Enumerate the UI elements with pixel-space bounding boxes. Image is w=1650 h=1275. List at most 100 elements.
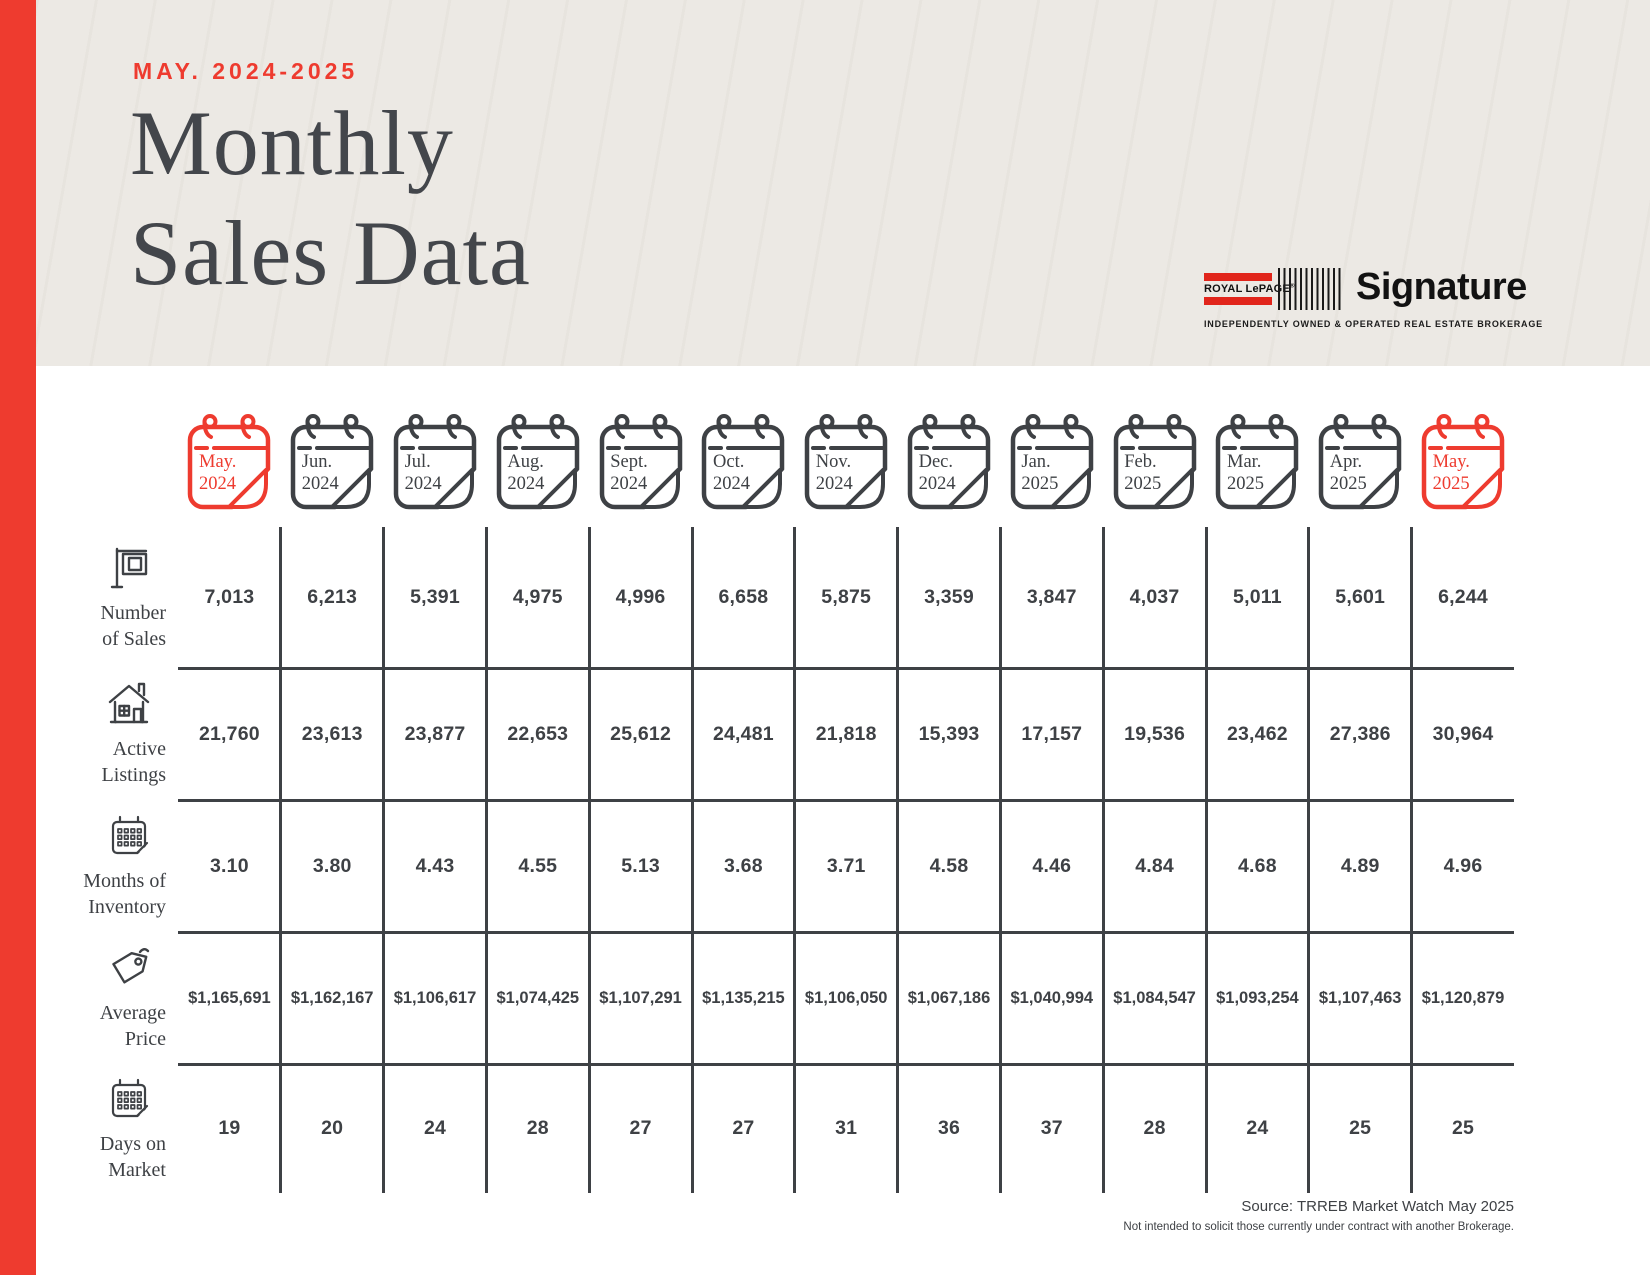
month-header-nov-2024: Nov. 2024 (795, 412, 898, 512)
value-average-price-col7: $1,067,186 (907, 988, 991, 1007)
calendar-icon (1216, 414, 1300, 511)
value-months-of-inventory-col7: 4.58 (929, 854, 969, 877)
column-divider-7 (896, 527, 900, 1193)
value-days-on-market-col9: 28 (1143, 1117, 1166, 1139)
row-label-text: Number of Sales (100, 601, 166, 650)
value-number-of-sales-col2: 5,391 (410, 586, 460, 608)
row-divider-3 (178, 930, 1515, 934)
calendar-icon-wrap (106, 1075, 152, 1126)
month-header-jan-2025: Jan. 2025 (1000, 412, 1103, 512)
calendar-icon (804, 414, 889, 511)
value-number-of-sales-col11: 5,601 (1335, 586, 1386, 608)
month-label: Aug. 2024 (507, 452, 545, 495)
value-active-listings-col11: 27,386 (1329, 722, 1391, 745)
month-label: Mar. 2025 (1227, 452, 1264, 495)
row-label-text: Average Price (99, 1002, 166, 1050)
value-days-on-market-col2: 24 (423, 1117, 447, 1139)
value-active-listings-col6: 21,818 (815, 722, 877, 745)
disclaimer: Not intended to solicit those currently … (1123, 1221, 1514, 1233)
column-divider-12 (1410, 527, 1414, 1193)
value-months-of-inventory-col6: 3.71 (826, 854, 866, 877)
value-active-listings-col7: 15,393 (918, 722, 980, 745)
row-label-text: Months of Inventory (83, 870, 166, 918)
month-header-jun-2024: Jun. 2024 (281, 412, 384, 512)
sign-icon-wrap (106, 544, 152, 595)
left-accent-bar (0, 0, 36, 1275)
value-active-listings-col2: 23,877 (404, 722, 466, 745)
value-number-of-sales-col3: 4,975 (512, 586, 563, 608)
royal-lepage-lockup: ROYAL LePAGE® (1204, 273, 1294, 305)
month-label: Sept. 2024 (610, 452, 648, 495)
row-label-average-price: Average Price (34, 932, 166, 1064)
row-label-number-of-sales: Number of Sales (34, 527, 166, 668)
value-months-of-inventory-col1: 3.80 (312, 854, 352, 877)
value-months-of-inventory-col2: 4.43 (415, 854, 455, 877)
calendar-icon (290, 414, 375, 511)
house-icon (108, 682, 150, 724)
header-band: MAY. 2024-2025 Monthly Sales Data ROYAL … (36, 0, 1650, 366)
month-header-jul-2024: Jul. 2024 (384, 412, 487, 512)
value-months-of-inventory-col4: 5.13 (621, 854, 660, 877)
row-label-days-on-market: Days on Market (34, 1064, 166, 1193)
calendar-icon (599, 414, 683, 511)
value-active-listings-col12: 30,964 (1432, 722, 1494, 745)
month-header-oct-2024: Oct. 2024 (692, 412, 795, 512)
calendar-icon (188, 414, 272, 511)
calendar-icon-wrap (106, 812, 152, 863)
value-active-listings-col10: 23,462 (1226, 722, 1288, 745)
calendar-icon (393, 414, 477, 511)
calendar-icon (907, 414, 991, 511)
value-days-on-market-col4: 27 (629, 1117, 652, 1139)
value-average-price-col9: $1,084,547 (1113, 988, 1196, 1007)
value-number-of-sales-col12: 6,244 (1438, 586, 1488, 608)
row-label-months-of-inventory: Months of Inventory (34, 800, 166, 932)
month-header-mar-2025: Mar. 2025 (1206, 412, 1309, 512)
source-block: Source: TRREB Market Watch May 2025 Not … (1123, 1198, 1514, 1233)
month-header-may-2025: May. 2025 (1412, 412, 1515, 512)
royal-lepage-wordmark: ROYAL LePAGE® (1204, 281, 1294, 297)
month-label: Feb. 2025 (1124, 452, 1162, 495)
month-header-dec-2024: Dec. 2024 (898, 412, 1001, 512)
logo-stripe-pattern-icon (1278, 268, 1344, 310)
value-number-of-sales-col10: 5,011 (1233, 586, 1282, 608)
value-number-of-sales-col0: 7,013 (204, 586, 255, 608)
month-label: May. 2024 (199, 452, 237, 495)
column-divider-2 (382, 527, 386, 1193)
for-sale-sign-icon (110, 547, 148, 588)
value-number-of-sales-col4: 4,996 (615, 586, 666, 608)
month-header-aug-2024: Aug. 2024 (486, 412, 589, 512)
month-header-feb-2025: Feb. 2025 (1103, 412, 1206, 512)
value-active-listings-col1: 23,613 (301, 722, 363, 745)
logo-tagline: INDEPENDENTLY OWNED & OPERATED REAL ESTA… (1204, 319, 1543, 329)
calendar-grid-icon (111, 1078, 149, 1118)
value-days-on-market-col6: 31 (835, 1117, 858, 1139)
value-days-on-market-col12: 25 (1451, 1117, 1475, 1139)
value-active-listings-col9: 19,536 (1124, 722, 1185, 745)
month-label: May. 2025 (1432, 452, 1470, 495)
calendar-icon (1421, 414, 1505, 511)
value-days-on-market-col5: 27 (732, 1117, 755, 1139)
value-average-price-col2: $1,106,617 (393, 988, 477, 1007)
row-divider-2 (178, 798, 1515, 802)
royal-lepage-text: ROYAL LePAGE (1204, 283, 1290, 295)
house-icon-wrap (106, 680, 152, 731)
value-number-of-sales-col6: 5,875 (821, 586, 872, 608)
month-label: Oct. 2024 (713, 452, 750, 495)
tag-icon-wrap (106, 944, 152, 995)
logo-red-bar-top (1204, 273, 1272, 281)
calendar-icon (1113, 414, 1197, 511)
value-average-price-col6: $1,106,050 (804, 988, 888, 1007)
column-divider-5 (690, 527, 694, 1193)
month-header-sept-2024: Sept. 2024 (589, 412, 692, 512)
logo-red-bar-bottom (1204, 297, 1272, 305)
value-active-listings-col0: 21,760 (198, 722, 260, 745)
value-number-of-sales-col9: 4,037 (1129, 586, 1180, 608)
calendar-icon (702, 414, 786, 511)
price-tag-icon (112, 948, 150, 984)
value-months-of-inventory-col8: 4.46 (1032, 854, 1072, 877)
calendar-grid-icon (111, 815, 149, 855)
value-months-of-inventory-col5: 3.68 (724, 854, 763, 877)
column-divider-10 (1204, 527, 1208, 1193)
value-days-on-market-col10: 24 (1246, 1117, 1269, 1139)
column-divider-4 (587, 527, 591, 1193)
